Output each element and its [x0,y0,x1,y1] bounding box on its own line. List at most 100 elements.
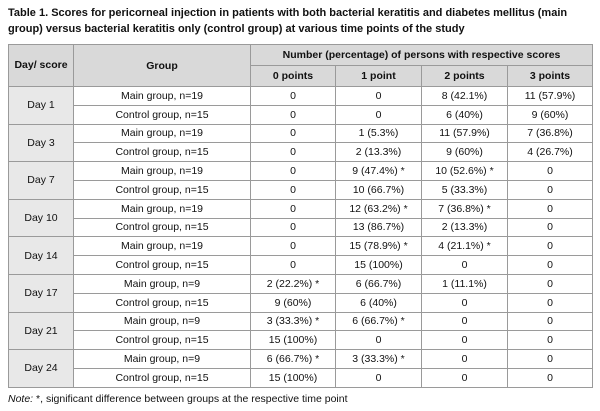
score-cell: 15 (100%) [335,255,422,275]
score-cell: 4 (26.7%) [506,142,594,163]
score-cell: 0 [250,217,336,238]
score-cell: 15 (78.9%) * [335,236,422,257]
score-cell: 0 [506,349,594,369]
score-cell: 0 [421,255,508,275]
day-cell: Day 3 [8,123,74,163]
note: Note: *, significant difference between … [8,393,348,405]
score-cell: 0 [506,330,594,351]
row: Control group, n=15 15 (100%) 0 0 0 [9,330,594,351]
score-cell: 10 (66.7%) [335,179,422,200]
score-cell: 9 (60%) [421,142,508,163]
group-cell: Control group, n=15 [73,292,251,313]
score-cell: 9 (60%) [506,104,594,125]
score-cell: 9 (47.4%) * [335,161,422,181]
score-cell: 9 (60%) [250,292,336,313]
score-cell: 11 (57.9%) [421,123,508,144]
header-group: Group [73,44,251,87]
score-cell: 13 (86.7%) [335,217,422,238]
score-cell: 0 [250,161,336,181]
group-cell: Control group, n=15 [73,142,251,163]
row: Control group, n=15 0 2 (13.3%) 9 (60%) 4 (2… [9,142,594,163]
score-cell: 0 [335,104,422,125]
score-cell: 0 [250,255,336,275]
group-cell: Control group, n=15 [73,104,251,125]
score-cell: 0 [250,142,336,163]
group-cell: Control group, n=15 [73,330,251,351]
row: Control group, n=15 0 15 (100%) 0 0 [9,255,594,275]
score-cell: 6 (66.7%) * [335,311,422,332]
score-cell: 6 (40%) [421,104,508,125]
day-cell: Day 21 [8,311,74,351]
score-cell: 0 [506,161,594,181]
row: Day 10 Main group, n=19 0 12 (63.2%) * 7 (36… [8,198,594,238]
note-text: *, significant difference between groups… [36,393,348,405]
score-cell: 0 [506,255,594,275]
row: Control group, n=15 0 10 (66.7%) 5 (33.3%) 0 [9,179,594,200]
day-cell: Day 1 [8,86,74,125]
score-cell: 0 [250,198,336,219]
score-cell: 0 [421,311,508,332]
score-cell: 0 [506,367,594,388]
row: Control group, n=15 0 0 6 (40%) 9 (60%) [9,104,594,125]
group-cell: Main group, n=9 [73,273,251,294]
group-cell: Main group, n=9 [73,349,251,369]
score-cell: 0 [506,273,594,294]
score-cell: 15 (100%) [250,367,336,388]
group-cell: Main group, n=19 [73,198,251,219]
day-cell: Day 10 [8,198,74,238]
score-cell: 1 (5.3%) [335,123,422,144]
group-cell: Control group, n=15 [73,367,251,388]
score-cell: 6 (66.7%) [335,273,422,294]
score-cell: 0 [335,367,422,388]
score-cell: 2 (13.3%) [335,142,422,163]
header-score: 1 point [335,65,422,87]
row: Day 24 Main group, n=9 6 (66.7%) * 3 (33.3%… [8,349,594,388]
group-cell: Control group, n=15 [73,217,251,238]
table: Day/ score Group Number (percentage) of … [8,44,594,388]
score-cell: 0 [506,217,594,238]
score-cell: 3 (33.3%) * [335,349,422,369]
score-cell: 3 (33.3%) * [250,311,336,332]
group-cell: Main group, n=19 [73,236,251,257]
row: Control group, n=15 0 13 (86.7%) 2 (13.3%) 0 [9,217,594,238]
score-cell: 0 [250,179,336,200]
score-cell: 5 (33.3%) [421,179,508,200]
header-score: 2 points [421,65,508,87]
row: Day 21 Main group, n=9 3 (33.3%) * 6 (66.7%… [8,311,594,351]
score-cell: 0 [335,86,422,106]
header-day: Day/ score [8,44,74,87]
day-cell: Day 17 [8,273,74,313]
score-cell: 12 (63.2%) * [335,198,422,219]
score-cell: 2 (22.2%) * [250,273,336,294]
score-cell: 0 [250,104,336,125]
score-cell: 0 [421,292,508,313]
caption: Table 1. Scores for pericorneal injectio… [8,7,568,35]
score-cell: 0 [506,236,594,257]
group-cell: Main group, n=9 [73,311,251,332]
row: Day 17 Main group, n=9 2 (22.2%) * 6 (66.7%… [8,273,594,313]
score-cell: 10 (52.6%) * [421,161,508,181]
score-cell: 2 (13.3%) [421,217,508,238]
score-cell: 0 [250,86,336,106]
score-cell: 0 [421,367,508,388]
score-cell: 0 [250,123,336,144]
score-cell: 0 [506,292,594,313]
score-cell: 0 [421,330,508,351]
header-score: 3 points [506,65,594,87]
row: Day 3 Main group, n=19 0 1 (5.3%) 11 (57.9%)… [8,123,594,163]
score-cell: 0 [506,179,594,200]
score-cell: 0 [506,311,594,332]
row: Day 1 Main group, n=19 0 0 8 (42.1%) 11 (57.9… [8,86,594,125]
row: Control group, n=15 15 (100%) 0 0 0 [9,367,594,388]
score-cell: 0 [250,236,336,257]
score-cell: 7 (36.8%) * [421,198,508,219]
score-cell: 7 (36.8%) [506,123,594,144]
day-cell: Day 7 [8,161,74,200]
score-cell: 6 (66.7%) * [250,349,336,369]
group-cell: Main group, n=19 [73,86,251,106]
score-cell: 1 (11.1%) [421,273,508,294]
header-score: 0 points [250,65,336,87]
score-cell: 11 (57.9%) [506,86,594,106]
score-cell: 8 (42.1%) [421,86,508,106]
